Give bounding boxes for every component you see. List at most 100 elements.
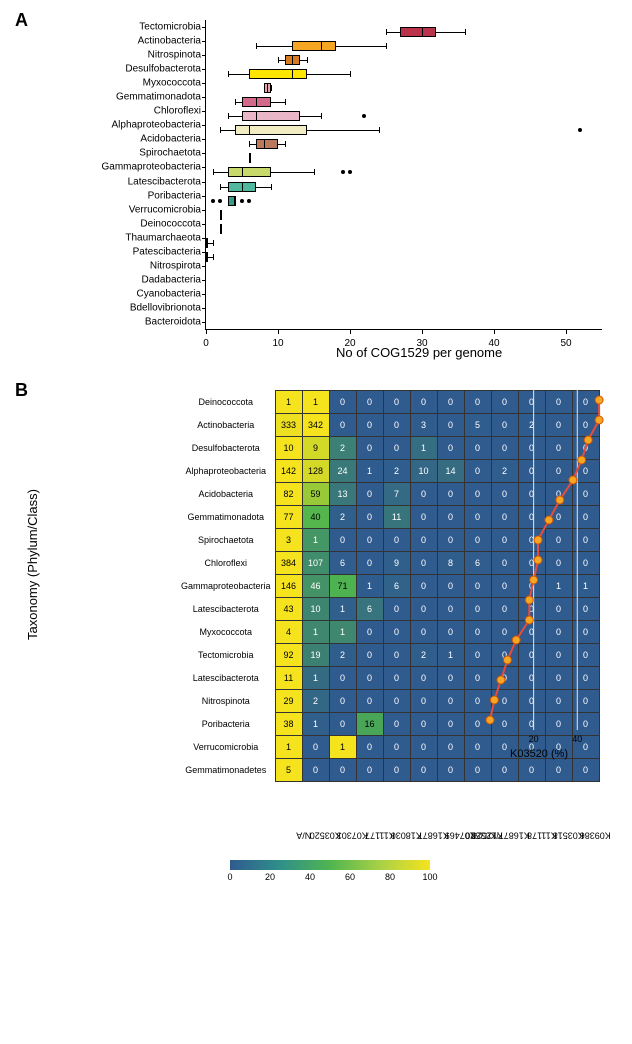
heatmap-cell: 0 [356,414,383,437]
heatmap-cell: 0 [464,713,491,736]
heatmap-cell: 1 [275,736,302,759]
heatmap-cell: 2 [410,644,437,667]
heatmap-cell: 0 [464,598,491,621]
heatmap-cell: 1 [329,736,356,759]
taxon-label: Acidobacteria [140,134,201,145]
heatmap-cell: 0 [410,667,437,690]
heatmap-cell: 1 [302,529,329,552]
heatmap-rowlabel: Gemmatimonadetes [180,759,275,782]
box-row [206,153,602,163]
panel-a-plot-area: 01020304050TectomicrobiaActinobacteriaNi… [205,20,602,330]
heatmap-cell: 0 [356,437,383,460]
heatmap-cell: 38 [275,713,302,736]
taxon-label: Chloroflexi [154,106,201,117]
taxon-label: Desulfobacterota [125,64,201,75]
heatmap-cell: 0 [383,644,410,667]
heatmap-cell: 40 [302,506,329,529]
heatmap-cell: 0 [464,506,491,529]
heatmap-cell: 2 [383,460,410,483]
heatmap-cell: 0 [410,759,437,782]
taxon-label: Thaumarchaeota [125,232,201,243]
heatmap-rowlabel: Latescibacterota [180,598,275,621]
heatmap-cell: 0 [410,483,437,506]
heatmap-cell: 0 [329,391,356,414]
heatmap-rowlabel: Deinococcota [180,391,275,414]
heatmap-cell: 107 [302,552,329,575]
heatmap-cell: 1 [356,575,383,598]
heatmap-cell: 2 [329,437,356,460]
heatmap-cell: 2 [302,690,329,713]
taxon-label: Bdellovibrionota [130,302,201,313]
heatmap-cell: 0 [356,621,383,644]
box-row [206,27,602,37]
heatmap-rowlabel: Nitrospinota [180,690,275,713]
colorbar-tick: 40 [305,872,315,882]
colorbar-tick: 100 [422,872,437,882]
heatmap-cell: 0 [410,621,437,644]
heatmap-rowlabel: Latescibacterota [180,667,275,690]
heatmap-cell: 3 [275,529,302,552]
heatmap-cell: 82 [275,483,302,506]
line-x-tick: 20 [529,734,539,744]
colorbar-tick: 80 [385,872,395,882]
heatmap-cell: 0 [437,736,464,759]
heatmap-cell: 0 [410,391,437,414]
heatmap-cell: 0 [356,391,383,414]
heatmap-cell: 1 [302,667,329,690]
heatmap-cell: 0 [329,713,356,736]
heatmap-cell: 46 [302,575,329,598]
box-row [206,41,602,51]
line-x-title: K03520 (%) [510,748,568,760]
box-row [206,322,602,332]
heatmap-cell: 5 [464,414,491,437]
heatmap-rowlabel: Verrucomicrobia [180,736,275,759]
heatmap-cell: 0 [464,483,491,506]
heatmap-cell: 0 [410,598,437,621]
heatmap-rowlabel: Tectomicrobia [180,644,275,667]
heatmap-cell: 14 [437,460,464,483]
heatmap-cell: 9 [383,552,410,575]
heatmap-cell: 2 [329,644,356,667]
heatmap-rowlabel: Gemmatimonadota [180,506,275,529]
heatmap-cell: 1 [275,391,302,414]
box-row [206,182,602,192]
heatmap-cell: 0 [464,621,491,644]
heatmap-cell: 0 [437,598,464,621]
box-row [206,266,602,276]
heatmap-cell: 0 [383,529,410,552]
heatmap-cell: 0 [410,736,437,759]
heatmap-cell: 0 [410,552,437,575]
heatmap-cell: 13 [329,483,356,506]
heatmap-cell: 0 [383,713,410,736]
heatmap-cell: 0 [383,736,410,759]
heatmap-cell: 1 [410,437,437,460]
heatmap-cell: 0 [329,529,356,552]
heatmap-cell: 71 [329,575,356,598]
heatmap-cell: 9 [302,437,329,460]
heatmap-cell: 6 [356,598,383,621]
heatmap-cell: 0 [437,414,464,437]
heatmap-cell: 0 [356,759,383,782]
heatmap-cell: 0 [356,690,383,713]
heatmap-cell: 16 [356,713,383,736]
heatmap-cell: 6 [329,552,356,575]
taxon-label: Spirochaetota [139,148,201,159]
box-row [206,125,602,135]
taxon-label: Bacteroidota [145,316,201,327]
taxon-label: Actinobacteria [138,36,201,47]
heatmap-cell: 0 [437,575,464,598]
colorbar-tick: 60 [345,872,355,882]
heatmap-cell: 5 [275,759,302,782]
heatmap-rowlabel: Desulfobacterota [180,437,275,460]
heatmap-cell: 0 [437,759,464,782]
panel-b-colorbar: 020406080100 [230,860,430,870]
heatmap-cell: 1 [437,644,464,667]
heatmap-cell: 0 [464,690,491,713]
panel-b-yaxis-title: Taxonomy (Phylum/Class) [25,489,40,640]
heatmap-rowlabel: Alphaproteobacteria [180,460,275,483]
heatmap-cell: 0 [464,667,491,690]
box-row [206,224,602,234]
heatmap-cell: 92 [275,644,302,667]
heatmap-cell: 0 [518,759,545,782]
panel-b-label: B [15,380,28,401]
